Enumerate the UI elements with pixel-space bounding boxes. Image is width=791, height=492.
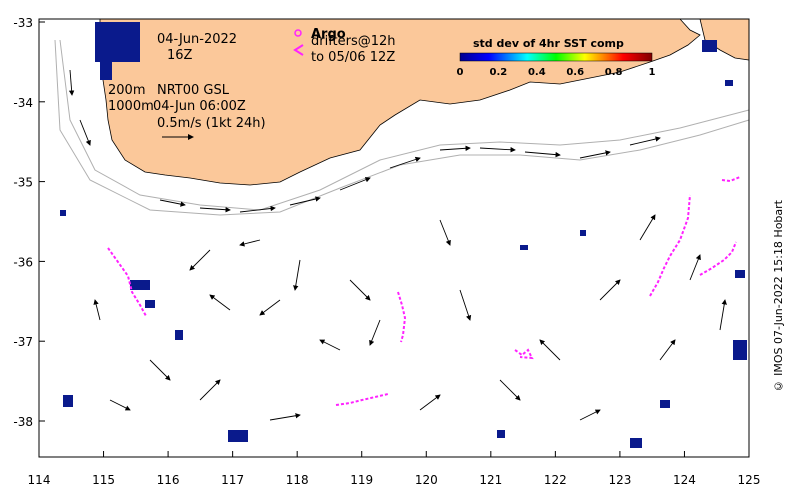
lon-tick-label: 123 — [608, 473, 631, 487]
argo-marker-icon — [294, 29, 302, 37]
colorbar-title: std dev of 4hr SST comp — [473, 37, 624, 50]
lat-tick-label: -34 — [13, 96, 33, 110]
lon-tick-label: 121 — [479, 473, 502, 487]
colorbar — [459, 52, 653, 62]
drifters-legend-line1: drifters@12h — [311, 34, 396, 49]
colorbar-ticks: 0 0.2 0.4 0.6 0.8 1 — [457, 67, 656, 78]
argo-legend-label: Argo — [311, 27, 346, 42]
drifter-track-5 — [649, 194, 691, 297]
lat-tick-label: -37 — [13, 335, 33, 349]
colorbar-tick-label: 0.4 — [528, 67, 546, 78]
lon-tick-label: 125 — [738, 473, 761, 487]
product-time: 04-Jun 06:00Z — [153, 99, 246, 114]
lat-tick-label: -38 — [13, 415, 33, 429]
drifter-track-1 — [107, 247, 147, 317]
drifter-track-3 — [335, 393, 389, 406]
map-date: 04-Jun-2022 — [157, 32, 237, 47]
lon-tick-label: 116 — [157, 473, 180, 487]
lon-tick-label: 114 — [28, 473, 51, 487]
bathy-1000m-contour — [54, 39, 750, 216]
lon-tick-label: 119 — [350, 473, 373, 487]
colorbar-tick-label: 0.6 — [566, 67, 584, 78]
lat-tick-label: -33 — [13, 16, 33, 30]
sst-patches — [60, 22, 747, 448]
lon-axis: 114 115 116 117 118 119 120 121 122 123 124 125 — [28, 451, 761, 487]
lon-tick-label: 122 — [544, 473, 567, 487]
lon-tick-label: 124 — [673, 473, 696, 487]
lon-tick-label: 118 — [286, 473, 309, 487]
drifter-track-4 — [514, 348, 534, 360]
colorbar-tick-label: 0 — [457, 67, 464, 78]
plot-frame — [38, 18, 750, 458]
colorbar-tick-label: 0.8 — [605, 67, 623, 78]
scale-label: 0.5m/s (1kt 24h) — [157, 116, 266, 131]
colorbar-tick-label: 1 — [649, 67, 656, 78]
drifter-track-7 — [721, 176, 741, 183]
drifter-track-2 — [397, 291, 407, 343]
lon-tick-label: 115 — [92, 473, 115, 487]
current-vectors — [68, 69, 727, 421]
lon-tick-label: 117 — [221, 473, 244, 487]
map-time: 16Z — [167, 48, 193, 63]
lat-tick-label: -35 — [13, 176, 33, 190]
lat-axis: -33 -34 -35 -36 -37 -38 — [13, 16, 45, 429]
contour-200-label: 200m — [108, 83, 145, 98]
drifter-marker-icon — [293, 44, 304, 56]
drifters-legend-line2: to 05/06 12Z — [311, 50, 395, 65]
bathy-200m-contour — [59, 39, 750, 211]
lat-tick-label: -36 — [13, 255, 33, 269]
contour-1000-label: 1000m — [108, 99, 154, 114]
drifter-tracks — [107, 176, 741, 406]
product-label: NRT00 GSL — [157, 83, 230, 98]
lon-tick-label: 120 — [415, 473, 438, 487]
colorbar-tick-label: 0.2 — [490, 67, 508, 78]
credit-text: © IMOS 07-Jun-2022 15:18 Hobart — [772, 200, 785, 393]
